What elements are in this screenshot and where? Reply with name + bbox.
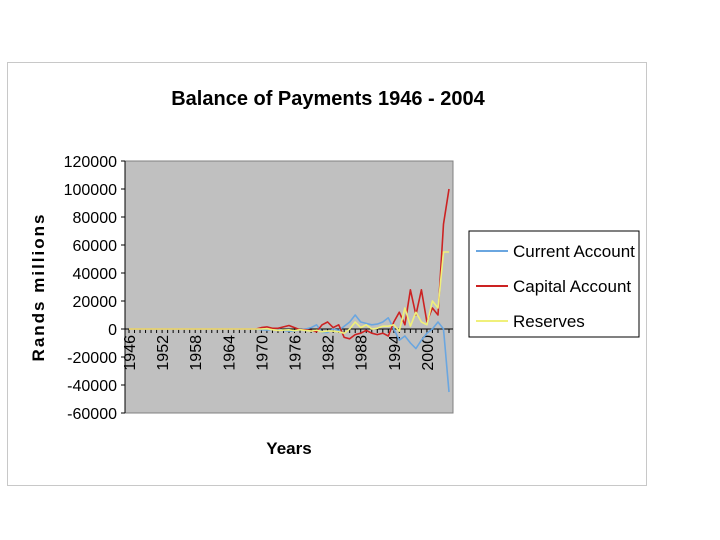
x-axis: 1946 1952 1958 1964 1970 1976 1982 1988 1994 2000	[122, 328, 453, 371]
x-tick-label: 1982	[321, 335, 338, 371]
x-tick-label: 1988	[354, 335, 371, 371]
x-tick-label: 1952	[155, 335, 172, 371]
y-tick-label: 0	[108, 322, 117, 339]
series-line-reserves	[129, 251, 449, 335]
x-axis-title: Years	[266, 439, 311, 458]
y-tick-label: -40000	[67, 378, 117, 395]
legend-label: Current Account	[513, 242, 635, 261]
legend-box	[468, 230, 640, 338]
y-tick-label: 40000	[73, 266, 118, 283]
x-tick-label: 2000	[420, 335, 437, 371]
y-tick-label: 120000	[64, 154, 117, 171]
chart-frame: Balance of Payments 1946 - 2004 120000 10…	[7, 62, 647, 486]
y-tick-label: 100000	[64, 182, 117, 199]
x-tick-label: 1964	[221, 335, 238, 371]
x-tick-label: 1970	[254, 335, 271, 371]
x-tick-label: 1958	[188, 335, 205, 371]
legend: Current Account Capital Account Reserves	[468, 230, 640, 338]
y-tick-label: -60000	[67, 406, 117, 423]
y-tick-label: 20000	[73, 294, 118, 311]
y-tick-label: 80000	[73, 210, 118, 227]
plot-area	[124, 160, 454, 414]
y-tick-label: -20000	[67, 350, 117, 367]
legend-label: Reserves	[513, 312, 585, 331]
y-tick-label: 60000	[73, 238, 118, 255]
y-axis-title: Rands millions	[29, 213, 48, 362]
y-axis: 120000 100000 80000 60000 40000 20000 0 -20000 -…	[64, 154, 126, 423]
legend-label: Capital Account	[513, 277, 631, 296]
chart-title: Balance of Payments 1946 - 2004	[171, 88, 485, 110]
x-tick-label: 1976	[288, 335, 305, 371]
x-tick-label: 1946	[122, 335, 139, 371]
x-tick-label: 1994	[387, 335, 404, 371]
chart-svg: Balance of Payments 1946 - 2004 120000 10…	[29, 88, 640, 458]
series-lines	[129, 188, 450, 393]
